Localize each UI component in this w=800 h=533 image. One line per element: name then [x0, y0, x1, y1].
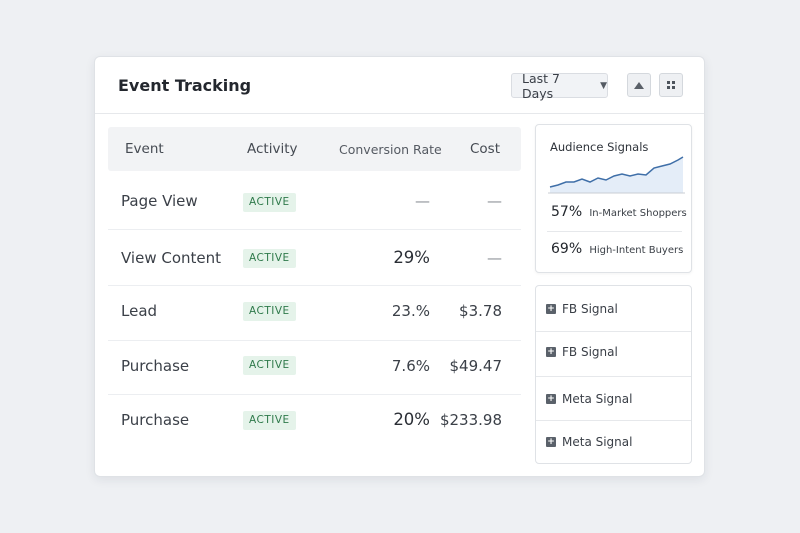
status-badge: ACTIVE — [243, 356, 296, 375]
event-name: Purchase — [121, 411, 190, 429]
conversion-rate: 23.% — [391, 302, 430, 320]
sparkline-line — [549, 156, 684, 188]
stat-high-intent-buyers: 69% High-Intent Buyers — [551, 241, 683, 257]
column-header-cost[interactable]: Cost — [470, 141, 501, 157]
status-badge: ACTIVE — [243, 302, 296, 321]
date-range-label: Last 7 Days — [522, 70, 560, 101]
event-name: Page View — [121, 192, 198, 210]
signals-list: + FB Signal + FB Signal + Meta Signal + … — [535, 285, 692, 464]
column-header-event[interactable]: Event — [125, 141, 164, 157]
table-header: Event Activity Conversion Rate Cost — [108, 127, 521, 171]
cost-value: $3.78 — [459, 302, 502, 320]
stat-label: High-Intent Buyers — [589, 245, 684, 256]
plus-square-icon: + — [546, 304, 556, 314]
signal-item[interactable]: + Meta Signal — [536, 377, 691, 421]
cost-value: $49.47 — [449, 357, 503, 375]
collapse-button[interactable] — [627, 73, 651, 97]
grid-view-button[interactable] — [659, 73, 683, 97]
status-badge: ACTIVE — [243, 249, 296, 268]
cost-value: — — [487, 249, 502, 267]
caret-down-icon: ▼ — [600, 80, 607, 91]
stat-percent: 69% — [551, 241, 583, 257]
column-header-conversion-rate[interactable]: Conversion Rate — [339, 142, 442, 157]
audience-signals-panel: Audience Signals 57% In-Market Shoppers … — [535, 124, 692, 273]
triangle-up-icon — [634, 81, 644, 89]
signal-label: Meta Signal — [562, 392, 633, 406]
table-row[interactable]: Purchase ACTIVE 20% $233.98 — [108, 395, 521, 451]
signal-label: Meta Signal — [562, 435, 633, 449]
table-row[interactable]: Purchase ACTIVE 7.6% $49.47 — [108, 341, 521, 395]
plus-square-icon: + — [546, 437, 556, 447]
conversion-rate: 7.6% — [391, 357, 430, 375]
column-header-activity[interactable]: Activity — [247, 141, 298, 157]
divider — [547, 231, 682, 232]
status-badge: ACTIVE — [243, 411, 296, 430]
conversion-rate: — — [415, 192, 430, 210]
signal-label: FB Signal — [562, 302, 618, 316]
signal-item[interactable]: + FB Signal — [536, 286, 691, 332]
conversion-rate: 20% — [393, 410, 430, 429]
stat-in-market-shoppers: 57% In-Market Shoppers — [551, 204, 687, 220]
events-table: Event Activity Conversion Rate Cost Page… — [108, 127, 521, 451]
card-header: Event Tracking Last 7 Days ▼ — [95, 57, 704, 114]
stat-label: In-Market Shoppers — [589, 208, 687, 219]
table-row[interactable]: Page View ACTIVE — — — [108, 171, 521, 230]
event-name: Lead — [121, 302, 158, 320]
audience-trend-sparkline — [548, 156, 685, 194]
event-name: Purchase — [121, 357, 190, 375]
page-title: Event Tracking — [118, 76, 252, 95]
date-range-dropdown[interactable]: Last 7 Days ▼ — [511, 70, 608, 101]
grid-icon — [667, 81, 675, 89]
signal-item[interactable]: + FB Signal — [536, 332, 691, 377]
event-name: View Content — [121, 249, 222, 267]
table-row[interactable]: Lead ACTIVE 23.% $3.78 — [108, 286, 521, 341]
plus-square-icon: + — [546, 347, 556, 357]
sparkline-area — [550, 157, 683, 193]
table-row[interactable]: View Content ACTIVE 29% — — [108, 230, 521, 286]
signal-item[interactable]: + Meta Signal — [536, 421, 691, 464]
audience-signals-title: Audience Signals — [550, 140, 649, 154]
stat-percent: 57% — [551, 204, 583, 220]
status-badge: ACTIVE — [243, 193, 296, 212]
cost-value: $233.98 — [439, 411, 502, 429]
conversion-rate: 29% — [393, 248, 430, 267]
event-tracking-card: Event Tracking Last 7 Days ▼ Event Activ… — [94, 56, 705, 477]
plus-square-icon: + — [546, 394, 556, 404]
signal-label: FB Signal — [562, 345, 618, 359]
cost-value: — — [487, 192, 502, 210]
